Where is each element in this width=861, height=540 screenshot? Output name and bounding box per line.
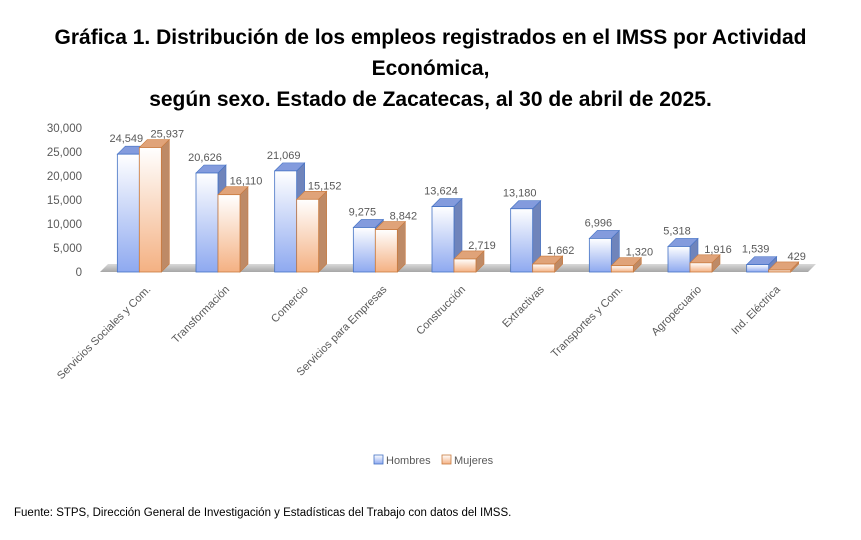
- data-label-mujeres: 1,320: [626, 247, 654, 259]
- chart-title: Gráfica 1. Distribución de los empleos r…: [0, 22, 861, 115]
- legend-swatch-hombres: [373, 454, 384, 465]
- x-tick-label: Extractivas: [500, 283, 547, 330]
- legend-label-hombres: Hombres: [386, 455, 431, 467]
- x-tick-label: Transformación: [170, 284, 232, 346]
- bar-hombres: [195, 164, 227, 273]
- x-tick-label: Comercio: [269, 284, 311, 326]
- y-tick-label: 30,000: [47, 123, 82, 135]
- data-label-mujeres: 2,719: [468, 240, 496, 252]
- x-tick-label: Ind. Eléctrica: [729, 283, 783, 337]
- y-tick-label: 5,000: [53, 243, 82, 255]
- data-label-hombres: 1,539: [742, 244, 770, 256]
- y-tick-label: 25,000: [47, 147, 82, 159]
- y-tick-label: 10,000: [47, 219, 82, 231]
- y-tick-label: 20,000: [47, 171, 82, 183]
- data-label-mujeres: 1,662: [547, 245, 575, 257]
- legend-label-mujeres: Mujeres: [454, 455, 494, 467]
- x-tick-label: Construcción: [414, 284, 468, 338]
- data-label-hombres: 5,318: [663, 225, 691, 237]
- y-tick-label: 15,000: [47, 195, 82, 207]
- data-label-mujeres: 15,152: [308, 180, 342, 192]
- bar-hombres: [588, 229, 621, 273]
- bar-mujeres: [453, 250, 485, 273]
- y-tick-label: 0: [76, 267, 82, 279]
- data-label-hombres: 9,275: [349, 206, 377, 218]
- bar-mujeres: [295, 190, 328, 273]
- x-tick-label: Servicios Sociales y Com.: [55, 284, 153, 382]
- data-label-mujeres: 16,110: [230, 176, 263, 188]
- data-label-hombres: 21,069: [267, 150, 301, 162]
- bar-mujeres: [217, 185, 249, 273]
- x-tick-label: Agropecuario: [649, 284, 704, 339]
- bar-mujeres: [138, 138, 171, 273]
- source-note: Fuente: STPS, Dirección General de Inves…: [14, 507, 512, 519]
- bar-mujeres: [531, 255, 564, 273]
- chart-title-line-1: Gráfica 1. Distribución de los empleos r…: [54, 26, 807, 80]
- data-label-hombres: 20,626: [188, 152, 222, 164]
- chart-title-line-2: según sexo. Estado de Zacatecas, al 30 d…: [149, 88, 712, 111]
- bar-mujeres: [610, 256, 643, 273]
- data-label-hombres: 13,624: [424, 186, 458, 198]
- data-label-mujeres: 1,916: [704, 244, 732, 256]
- bar-mujeres: [767, 261, 800, 273]
- x-tick-label: Servicios para Empresas: [295, 283, 390, 378]
- data-label-mujeres: 25,937: [151, 129, 185, 141]
- data-label-hombres: 6,996: [585, 217, 613, 229]
- data-label-hombres: 13,180: [503, 188, 537, 200]
- legend-swatch-mujeres: [441, 454, 452, 465]
- bar-chart: 0 5,000 10,000 15,000 20,000 25,000 30,000 24,…: [47, 123, 816, 467]
- data-label-mujeres: 429: [787, 251, 805, 263]
- bar-hombres: [509, 200, 542, 273]
- data-label-mujeres: 8,842: [390, 211, 418, 223]
- data-label-hombres: 24,549: [110, 133, 144, 145]
- bar-mujeres: [689, 254, 721, 273]
- x-tick-label: Transportes y Com.: [549, 284, 626, 361]
- bar-mujeres: [374, 220, 407, 273]
